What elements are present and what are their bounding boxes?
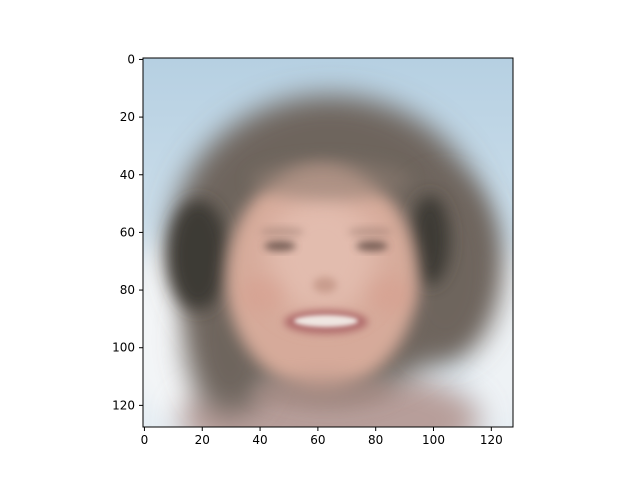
y-tick-label: 20 (120, 110, 135, 124)
hair-dark-right (410, 195, 450, 285)
x-tick-label: 60 (310, 433, 325, 447)
x-axis: 0 20 40 60 80 100 120 (141, 427, 503, 447)
face-highlight (267, 195, 377, 315)
y-tick-label: 0 (127, 52, 135, 66)
mouth-teeth (294, 315, 358, 327)
x-tick-label: 100 (422, 433, 445, 447)
right-cheek (368, 277, 412, 313)
x-tick-label: 40 (252, 433, 267, 447)
left-brow-shadow (260, 227, 304, 237)
forehead-hair-shadow (250, 160, 410, 200)
chin-shadow (252, 374, 392, 410)
nose-shadow (313, 277, 337, 293)
face-image (143, 58, 513, 427)
x-tick-label: 20 (195, 433, 210, 447)
y-axis: 0 20 40 60 80 100 120 (112, 52, 143, 412)
x-tick-label: 0 (141, 433, 149, 447)
left-cheek (240, 277, 284, 313)
y-tick-label: 40 (120, 168, 135, 182)
axes-frame (142, 57, 514, 428)
y-tick-label: 100 (112, 341, 135, 355)
hair-dark-left (168, 200, 228, 310)
y-tick-label: 60 (120, 225, 135, 239)
left-eye (264, 241, 296, 251)
y-tick-label: 80 (120, 283, 135, 297)
x-tick-label: 120 (480, 433, 503, 447)
right-brow-shadow (348, 227, 392, 237)
y-tick-label: 120 (112, 398, 135, 412)
x-tick-label: 80 (368, 433, 383, 447)
right-eye (356, 241, 388, 251)
